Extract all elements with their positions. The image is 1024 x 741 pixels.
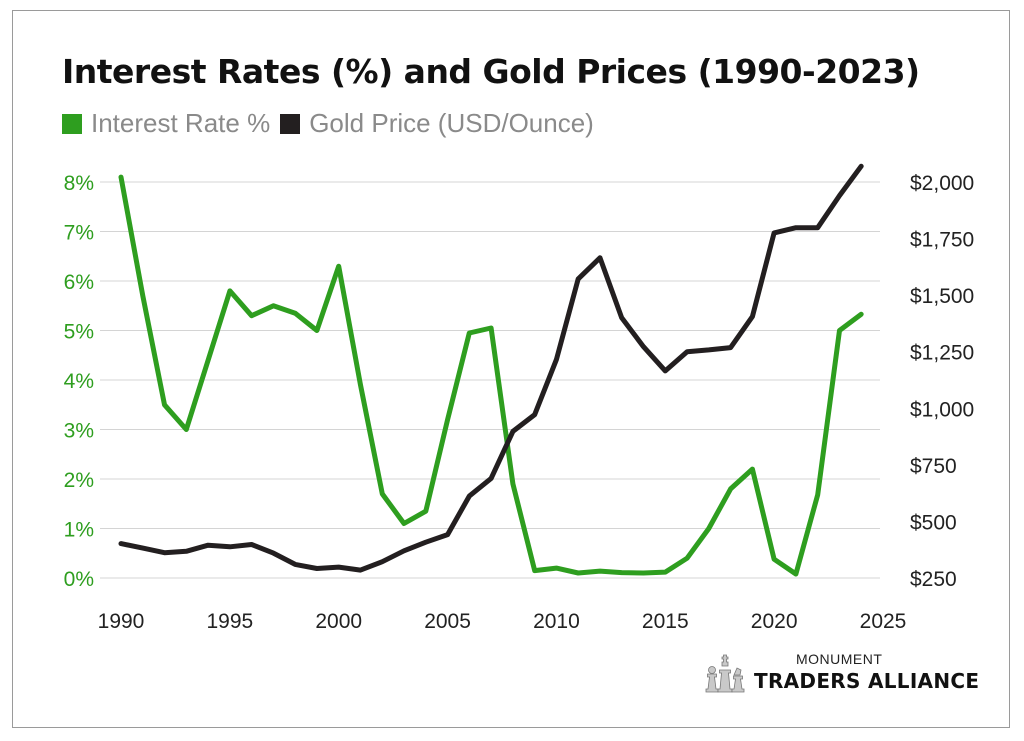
right-tick-label: $500 xyxy=(910,511,957,534)
chart-frame xyxy=(12,10,1010,728)
right-tick-label: $250 xyxy=(910,568,957,591)
right-tick-label: $750 xyxy=(910,455,957,478)
legend-label-gold: Gold Price (USD/Ounce) xyxy=(309,108,594,138)
left-tick-label: 1% xyxy=(64,519,94,542)
logo-text: MONUMENT TRADERS ALLIANCE xyxy=(754,651,979,693)
right-tick-label: $2,000 xyxy=(910,172,974,195)
interest-rate-line xyxy=(118,174,864,577)
x-tick-label: 1990 xyxy=(98,610,145,633)
gridlines xyxy=(100,181,880,579)
chart-title: Interest Rates (%) and Gold Prices (1990… xyxy=(62,52,920,91)
logo-bottom-text: TRADERS ALLIANCE xyxy=(754,669,980,693)
x-axis-ticks: 1990 1995 2000 2005 2010 2015 2020 2025 xyxy=(98,610,907,633)
left-tick-label: 6% xyxy=(64,271,94,294)
legend: Interest Rate % Gold Price (USD/Ounce) xyxy=(62,108,594,139)
legend-label-interest: Interest Rate % xyxy=(91,108,271,138)
left-tick-label: 4% xyxy=(64,370,94,393)
right-tick-label: $1,250 xyxy=(910,342,974,365)
left-tick-label: 8% xyxy=(64,172,94,195)
left-tick-label: 5% xyxy=(64,321,94,344)
x-tick-label: 2010 xyxy=(533,610,580,633)
legend-item-interest: Interest Rate % xyxy=(62,108,270,139)
series-layer xyxy=(118,163,864,577)
right-tick-label: $1,750 xyxy=(910,229,974,252)
x-tick-label: 2000 xyxy=(315,610,362,633)
left-tick-label: 3% xyxy=(64,420,94,443)
left-tick-label: 2% xyxy=(64,469,94,492)
legend-swatch-gold xyxy=(280,113,301,134)
left-axis-ticks: 0% 1% 2% 3% 4% 5% 6% 7% 8% xyxy=(64,172,94,591)
chess-pieces-icon xyxy=(705,654,745,693)
logo-top-text: MONUMENT xyxy=(796,651,883,667)
x-tick-label: 2020 xyxy=(751,610,798,633)
gold-price-line xyxy=(118,163,864,573)
x-tick-label: 2005 xyxy=(424,610,471,633)
legend-swatch-interest xyxy=(62,113,82,134)
right-axis-ticks: $250 $500 $750 $1,000 $1,250 $1,500 $1,750 $2,0… xyxy=(910,172,974,591)
brand-logo: MONUMENT TRADERS ALLIANCE xyxy=(702,650,979,694)
right-tick-label: $1,500 xyxy=(910,285,974,308)
left-tick-label: 0% xyxy=(64,568,94,591)
x-tick-label: 2015 xyxy=(642,610,689,633)
x-tick-label: 1995 xyxy=(206,610,253,633)
left-tick-label: 7% xyxy=(64,222,94,245)
right-tick-label: $1,000 xyxy=(910,398,974,421)
legend-item-gold: Gold Price (USD/Ounce) xyxy=(280,108,594,139)
x-tick-label: 2025 xyxy=(860,610,907,633)
